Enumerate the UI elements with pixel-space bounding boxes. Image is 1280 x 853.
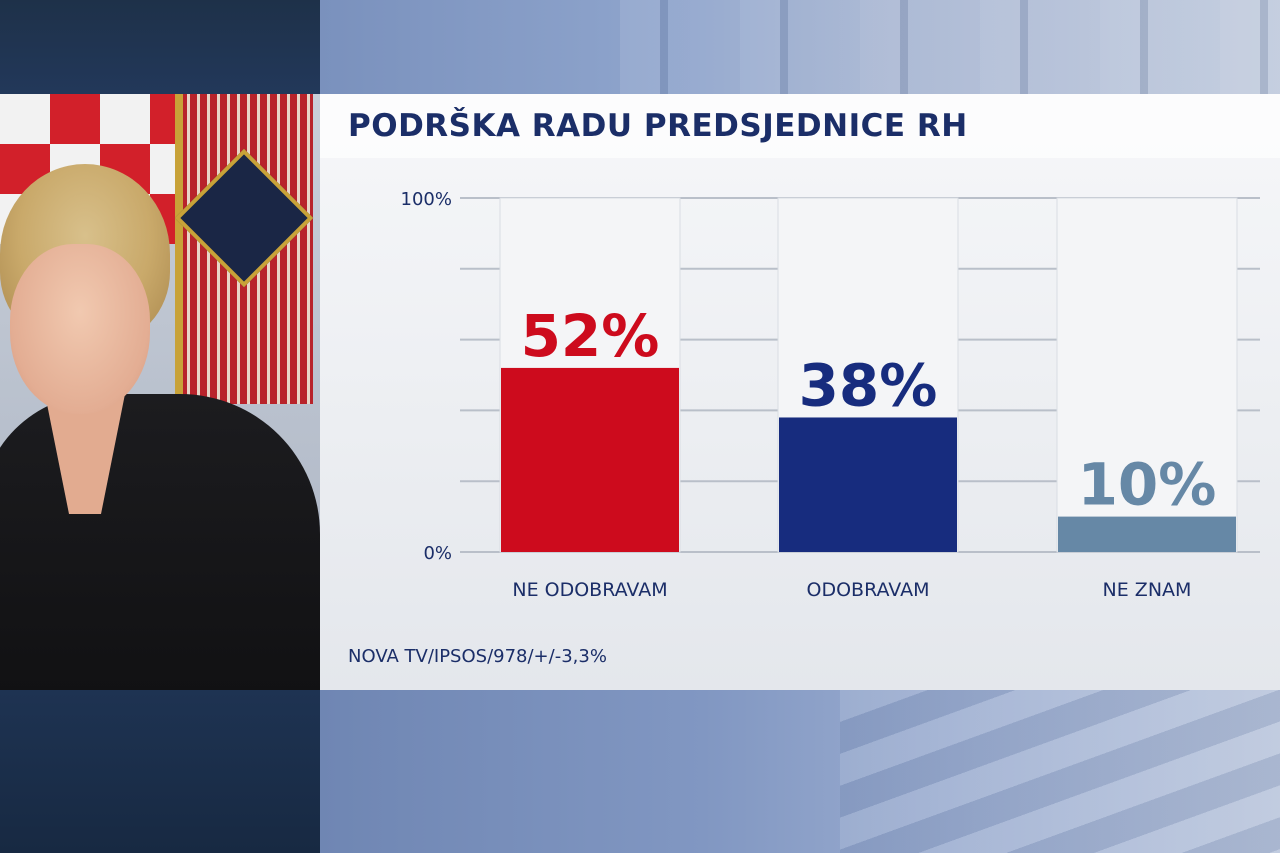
bar <box>779 417 957 552</box>
portrait-photo <box>0 94 320 690</box>
person-face <box>10 244 150 414</box>
background-bottom-photo <box>320 690 1280 853</box>
y-tick-label: 0% <box>423 543 452 564</box>
flag-drape <box>175 94 313 404</box>
chart-title: PODRŠKA RADU PREDSJEDNICE RH <box>348 108 968 144</box>
category-label: ODOBRAVAM <box>807 579 930 601</box>
bar <box>1058 516 1236 552</box>
bar-chart: 52% NE ODOBRAVAM 38% ODOBRAVAM 10% NE ZNAM 100… <box>401 189 1260 601</box>
bar-slot <box>1056 197 1238 553</box>
y-tick-label: 100% <box>401 189 452 210</box>
background-bottom-left <box>0 690 320 853</box>
category-label: NE ODOBRAVAM <box>512 579 667 601</box>
data-label: 52% <box>521 302 660 370</box>
background-top-left <box>0 0 320 94</box>
person-jacket <box>0 394 320 690</box>
bar <box>501 367 679 552</box>
chart-panel: PODRŠKA RADU PREDSJEDNICE RH 52% NE ODOBR… <box>320 94 1280 690</box>
source-note: NOVA TV/IPSOS/978/+/-3,3% <box>348 646 607 667</box>
data-label: 38% <box>799 351 938 419</box>
category-label: NE ZNAM <box>1103 579 1192 601</box>
title-strip <box>320 94 1280 158</box>
data-label: 10% <box>1078 451 1217 519</box>
background-top-photo <box>320 0 1280 94</box>
